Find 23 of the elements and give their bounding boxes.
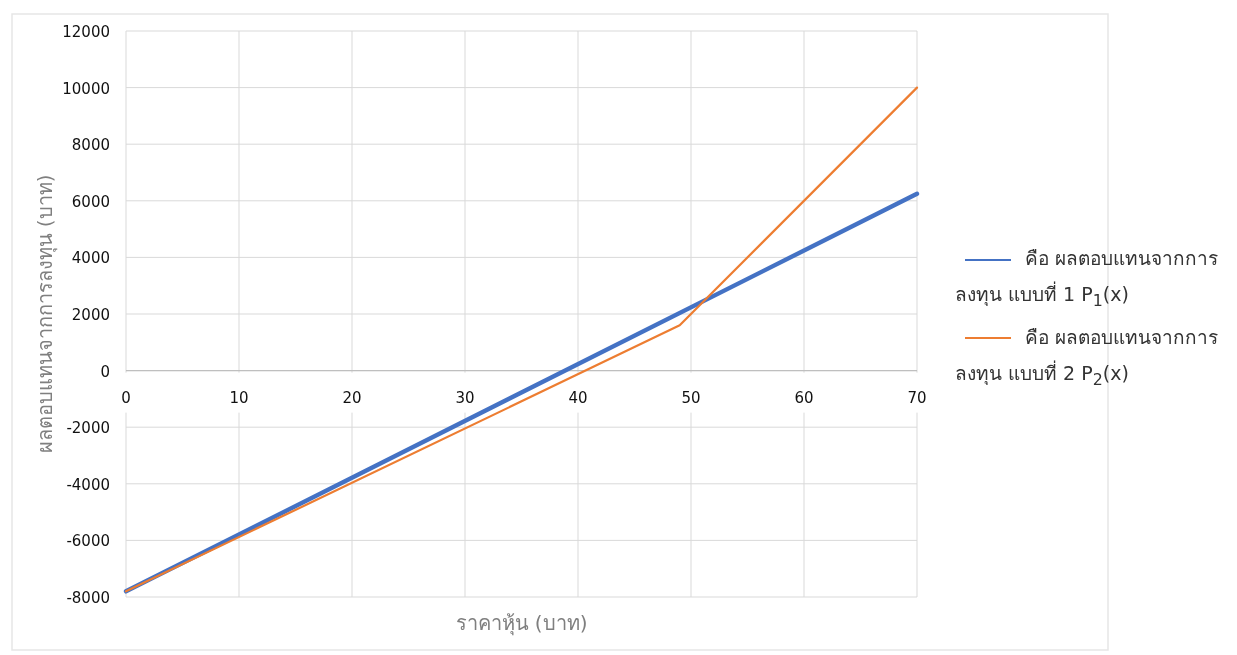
y-tick-label: 12000 <box>62 23 110 41</box>
x-tick-label: 20 <box>342 388 362 407</box>
y-tick-label: -2000 <box>66 419 110 438</box>
x-axis-title: ราคาหุ้น (บาท) <box>455 611 588 636</box>
y-tick-label: 10000 <box>62 79 110 98</box>
y-tick-label: -4000 <box>66 475 110 494</box>
y-tick-label: -8000 <box>66 589 110 607</box>
x-tick-label: 50 <box>681 388 701 407</box>
legend-label: คือ ผลตอบแทนจากการลงทุน แบบที่ 2 P$_{2}$(x) <box>955 325 1219 389</box>
x-tick-label: 70 <box>907 388 927 407</box>
y-tick-label: 6000 <box>71 192 110 211</box>
x-tick-label: 40 <box>568 388 588 407</box>
y-tick-label: 8000 <box>71 136 110 155</box>
y-tick-label: 4000 <box>71 249 110 268</box>
x-tick-label: 0 <box>121 388 131 407</box>
y-axis-title: ผลตอบแทนจากการลงทุน (บาท) <box>33 174 58 454</box>
y-tick-label: -6000 <box>66 532 110 551</box>
x-tick-label: 60 <box>794 388 814 407</box>
y-tick-label: 0 <box>100 362 110 381</box>
x-tick-label: 30 <box>455 388 475 407</box>
y-tick-label: 2000 <box>71 306 110 324</box>
legend-label: คือ ผลตอบแทนจากการลงทุน แบบที่ 1 P$_{1}$(x) <box>955 247 1219 310</box>
x-tick-label: 10 <box>229 388 249 407</box>
